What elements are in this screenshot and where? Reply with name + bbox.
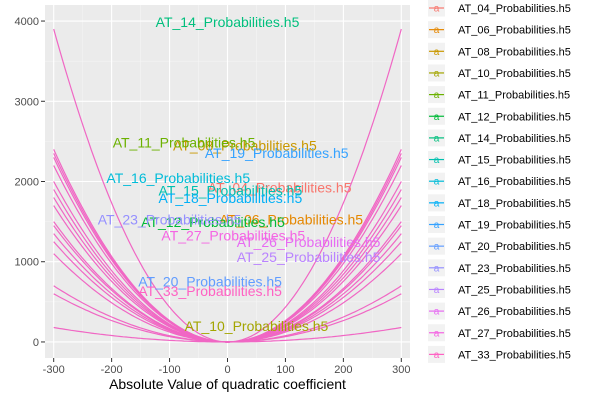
legend-label: AT_14_Probabilities.h5 <box>458 133 571 145</box>
legend-item: a AT_12_Probabilities.h5 <box>428 107 571 125</box>
legend-text-glyph: a <box>434 4 440 15</box>
legend-text-glyph: a <box>434 90 440 101</box>
legend-label: AT_06_Probabilities.h5 <box>458 25 571 37</box>
legend-text-glyph: a <box>434 307 440 318</box>
x-tick-label: 300 <box>392 364 410 376</box>
legend-label: AT_27_Probabilities.h5 <box>458 328 571 340</box>
series-labels: AT_04_Probabilities.h5 AT_06_Probabilitie… <box>98 14 381 334</box>
legend-text-glyph: a <box>434 263 440 274</box>
legend-item: a AT_15_Probabilities.h5 <box>428 151 571 169</box>
legend-text-glyph: a <box>434 285 440 296</box>
legend-item: a AT_25_Probabilities.h5 <box>428 280 571 298</box>
legend-label: AT_20_Probabilities.h5 <box>458 241 571 253</box>
series-label: AT_27_Probabilities.h5 <box>161 228 305 244</box>
y-tick-label: 1000 <box>15 257 39 269</box>
legend-label: AT_12_Probabilities.h5 <box>458 111 571 123</box>
legend-text-glyph: a <box>434 177 440 188</box>
x-axis: -300 -200 -100 0 100 200 300 <box>43 358 410 376</box>
legend-text-glyph: a <box>434 155 440 166</box>
x-tick-label: -200 <box>101 364 123 376</box>
legend-text-glyph: a <box>434 133 440 144</box>
legend-item: a AT_06_Probabilities.h5 <box>428 21 571 39</box>
x-axis-title: Absolute Value of quadratic coefficient <box>109 376 346 392</box>
series-label: AT_04_Probabilities.h5 <box>208 179 352 195</box>
series-label: AT_20_Probabilities.h5 <box>138 273 282 289</box>
legend-label: AT_19_Probabilities.h5 <box>458 220 571 232</box>
legend-item: a AT_10_Probabilities.h5 <box>428 64 571 82</box>
legend-label: AT_10_Probabilities.h5 <box>458 68 571 80</box>
legend-label: AT_25_Probabilities.h5 <box>458 284 571 296</box>
legend-item: a AT_33_Probabilities.h5 <box>428 345 571 363</box>
series-label: AT_06_Probabilities.h5 <box>219 212 363 228</box>
legend-item: a AT_11_Probabilities.h5 <box>428 86 570 104</box>
y-tick-label: 3000 <box>15 96 39 108</box>
y-tick-label: 2000 <box>15 177 39 189</box>
series-label: AT_10_Probabilities.h5 <box>185 318 329 334</box>
series-label: AT_18_Probabilities.h5 <box>159 190 303 206</box>
series-label: AT_26_Probabilities.h5 <box>237 234 381 250</box>
series-label: AT_11_Probabilities.h5 <box>113 134 256 150</box>
legend-text-glyph: a <box>434 198 440 209</box>
legend-label: AT_23_Probabilities.h5 <box>458 263 571 275</box>
y-axis: 0 1000 2000 3000 4000 <box>15 16 45 349</box>
legend-label: AT_08_Probabilities.h5 <box>458 46 571 58</box>
series-label: AT_19_Probabilities.h5 <box>205 145 349 161</box>
legend-text-glyph: a <box>434 112 440 123</box>
series-label: AT_14_Probabilities.h5 <box>156 14 300 30</box>
series-label: AT_08_Probabilities.h5 <box>173 138 317 154</box>
legend-item: a AT_23_Probabilities.h5 <box>428 259 571 277</box>
legend-label: AT_16_Probabilities.h5 <box>458 176 571 188</box>
legend-item: a AT_14_Probabilities.h5 <box>428 129 571 147</box>
legend-item: a AT_27_Probabilities.h5 <box>428 324 571 342</box>
series-label: AT_23_Probabilities.h5 <box>98 212 242 228</box>
x-tick-label: 200 <box>334 364 352 376</box>
legend-text-glyph: a <box>434 350 440 361</box>
legend-item: a AT_04_Probabilities.h5 <box>428 0 571 17</box>
legend-text-glyph: a <box>434 220 440 231</box>
series-label: AT_33_Probabilities.h5 <box>138 283 282 299</box>
x-tick-label: -300 <box>43 364 65 376</box>
legend-label: AT_15_Probabilities.h5 <box>458 155 571 167</box>
legend-text-glyph: a <box>434 47 440 58</box>
legend-label: AT_26_Probabilities.h5 <box>458 306 571 318</box>
gridlines <box>45 5 410 358</box>
legend-item: a AT_16_Probabilities.h5 <box>428 172 571 190</box>
legend-text-glyph: a <box>434 25 440 36</box>
legend-item: a AT_19_Probabilities.h5 <box>428 216 571 233</box>
series-label: AT_25_Probabilities.h5 <box>237 249 381 265</box>
legend-item: a AT_20_Probabilities.h5 <box>428 237 571 255</box>
legend: a AT_04_Probabilities.h5a AT_06_Probabilit… <box>428 0 571 363</box>
series-label: AT_15_Probabilities.h5 <box>159 183 303 199</box>
legend-text-glyph: a <box>434 328 440 339</box>
series-label: AT_16_Probabilities.h5 <box>106 170 250 186</box>
legend-label: AT_04_Probabilities.h5 <box>458 3 571 15</box>
series-lines <box>53 28 402 343</box>
x-tick-label: 0 <box>224 364 230 376</box>
legend-text-glyph: a <box>434 242 440 253</box>
legend-label: AT_18_Probabilities.h5 <box>458 198 571 210</box>
x-tick-label: -100 <box>159 364 181 376</box>
x-tick-label: 100 <box>276 364 294 376</box>
legend-label: AT_11_Probabilities.h5 <box>458 90 570 102</box>
legend-label: AT_33_Probabilities.h5 <box>458 349 571 361</box>
series-line <box>53 293 402 343</box>
legend-item: a AT_26_Probabilities.h5 <box>428 302 571 320</box>
y-tick-label: 4000 <box>15 16 39 28</box>
series-label: AT_12_Probabilities.h5 <box>141 214 285 230</box>
legend-item: a AT_08_Probabilities.h5 <box>428 42 571 60</box>
y-tick-label: 0 <box>33 337 39 349</box>
legend-item: a AT_18_Probabilities.h5 <box>428 194 571 212</box>
legend-text-glyph: a <box>434 68 440 79</box>
